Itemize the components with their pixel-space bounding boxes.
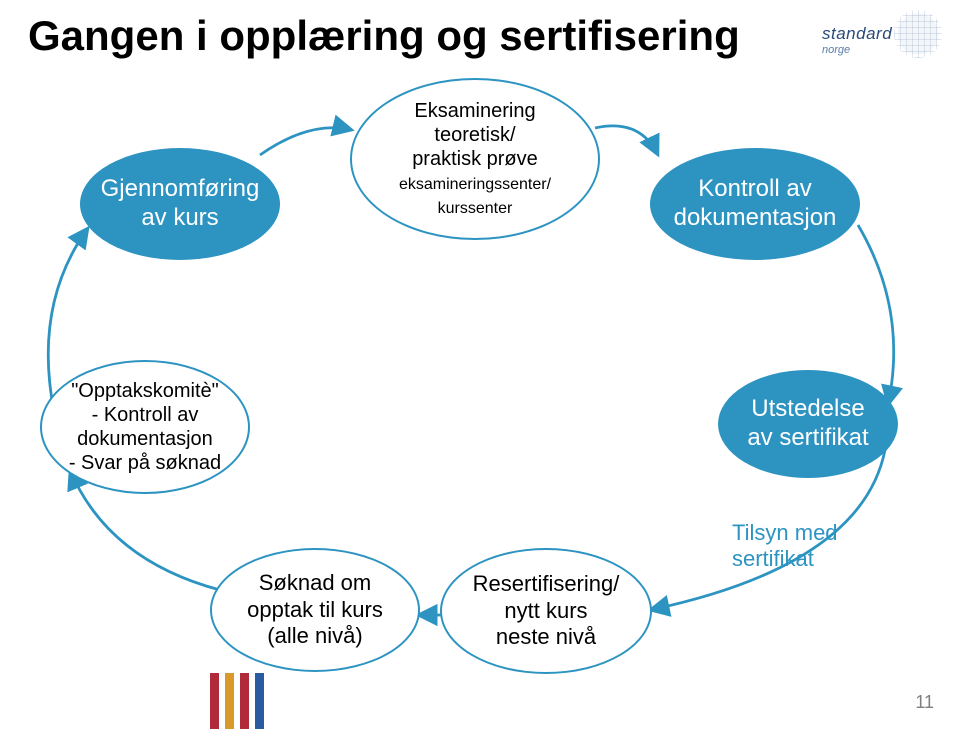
node-label: Kontroll avdokumentasjon [674, 175, 837, 233]
node-label: Utstedelseav sertifikat [747, 395, 868, 453]
node-soknad: Søknad omopptak til kurs(alle nivå) [210, 548, 420, 672]
edge-gjennomforing-eksaminering [260, 128, 352, 155]
node-label: Søknad omopptak til kurs(alle nivå) [247, 570, 383, 649]
decorative-bars [210, 673, 264, 729]
page-number: 11 [915, 692, 934, 713]
node-label: "Opptakskomitè"- Kontroll avdokumentasjo… [69, 379, 221, 475]
edge-label-utstedelse-resert: Tilsyn medsertifikat [732, 520, 838, 573]
node-utstedelse: Utstedelseav sertifikat [718, 370, 898, 478]
node-label: Resertifisering/nytt kursneste nivå [473, 571, 620, 650]
edge-eksaminering-kontroll [595, 126, 658, 155]
edge-kontroll-utstedelse [858, 225, 894, 405]
node-opptak: "Opptakskomitè"- Kontroll avdokumentasjo… [40, 360, 250, 494]
node-label: Gjennomføringav kurs [101, 175, 260, 233]
node-eksaminering: Eksamineringteoretisk/praktisk prøveeksa… [350, 78, 600, 240]
node-resert: Resertifisering/nytt kursneste nivå [440, 548, 652, 674]
node-label: Eksamineringteoretisk/praktisk prøveeksa… [399, 99, 551, 219]
node-kontroll: Kontroll avdokumentasjon [650, 148, 860, 260]
node-gjennomforing: Gjennomføringav kurs [80, 148, 280, 260]
